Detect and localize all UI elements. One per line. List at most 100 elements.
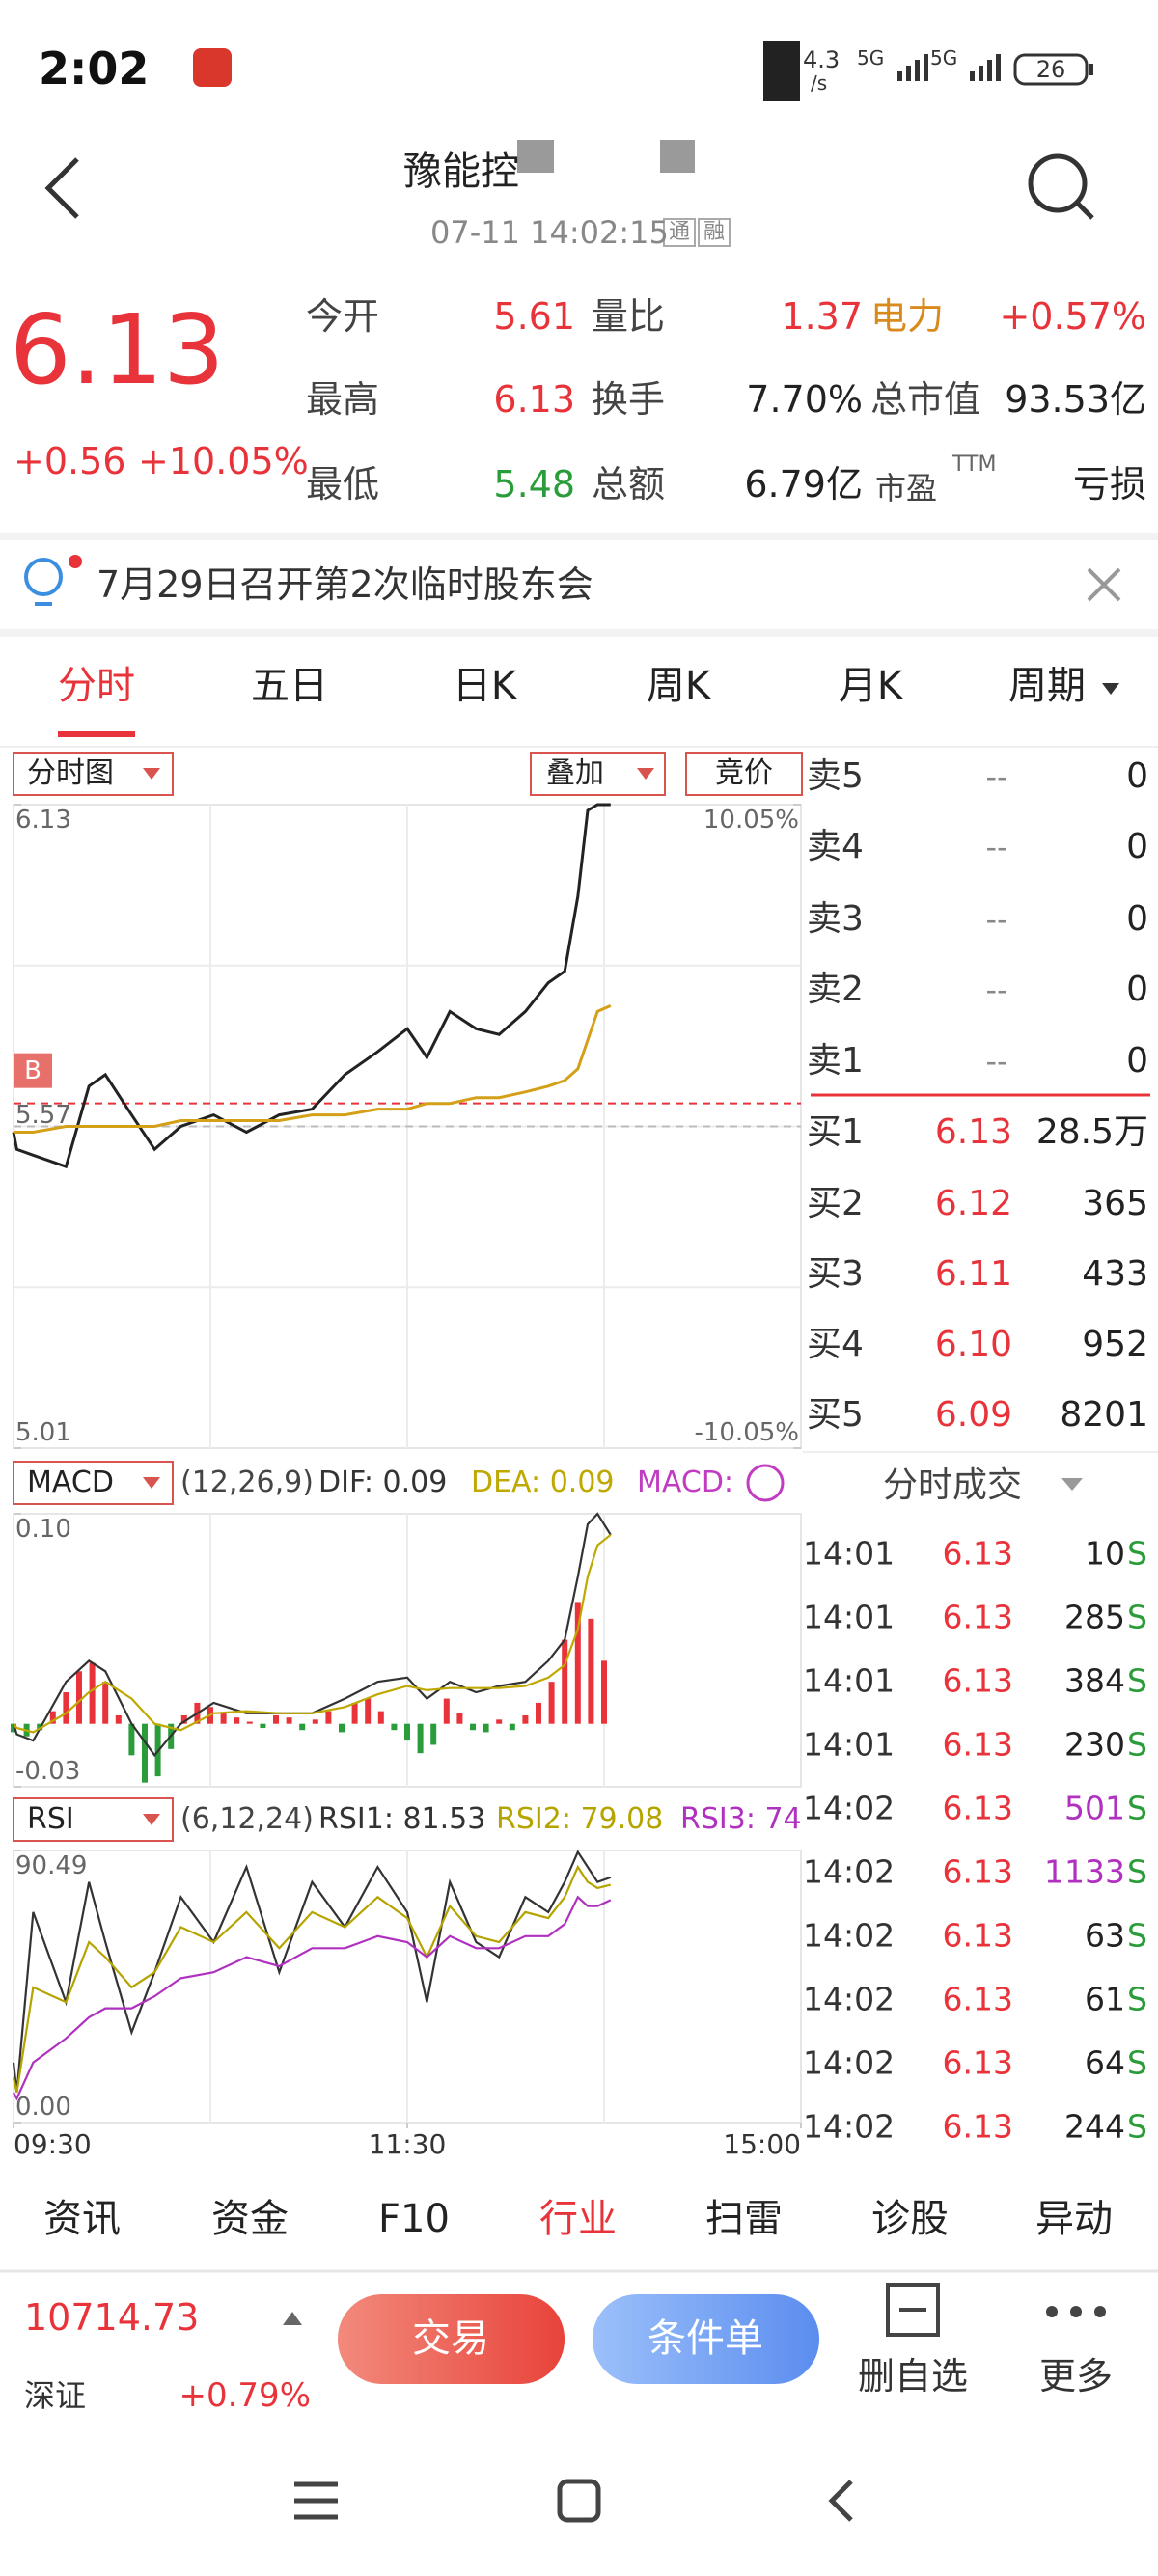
buy-price: 6.09 [934, 1395, 1012, 1435]
trade-volume: 244 [1064, 2107, 1125, 2146]
bottom-tab[interactable]: 诊股 [871, 2197, 949, 2241]
sell-price: -- [985, 901, 1008, 938]
indicator-name[interactable]: RSI [27, 1802, 74, 1836]
nav-back[interactable] [828, 2480, 853, 2522]
tab[interactable]: 日K [452, 664, 517, 708]
bottom-tab[interactable]: 异动 [1035, 2197, 1113, 2241]
macd-bar [365, 1698, 372, 1724]
auction-button[interactable]: 竞价 [715, 756, 773, 790]
macd-bar [63, 1692, 69, 1724]
back-button[interactable] [44, 157, 79, 219]
nav-home[interactable] [557, 2479, 601, 2523]
stat-label: 电力 [870, 295, 945, 338]
macd-bar [522, 1714, 529, 1724]
trade-marker: B [24, 1055, 41, 1085]
macd-bar [509, 1723, 515, 1731]
signal-label: 5G [930, 46, 958, 69]
tab[interactable]: 周期 [1008, 664, 1086, 708]
remove-watch[interactable]: 删自选 [857, 2355, 969, 2398]
index-value: 10714.73 [24, 2296, 200, 2339]
macd-settings[interactable] [746, 1464, 785, 1502]
macd-bar [286, 1717, 292, 1724]
sell-label: 卖1 [807, 1041, 864, 1081]
series-line [12, 803, 611, 1169]
macd-bar [548, 1682, 555, 1724]
index-name: 深证 [24, 2377, 87, 2414]
macd-bar [142, 1723, 148, 1783]
tab[interactable]: 五日 [251, 664, 328, 708]
buy-price: 6.12 [934, 1184, 1012, 1223]
macd-bar [102, 1682, 109, 1724]
trade-button[interactable]: 交易 [412, 2316, 489, 2361]
bottom-tab[interactable]: 资讯 [43, 2197, 121, 2241]
trade-price: 6.13 [942, 1534, 1013, 1573]
trade-side: S [1127, 1852, 1147, 1891]
badge-box [698, 218, 731, 247]
chart-mode[interactable]: 分时图 [27, 756, 114, 790]
more-icon[interactable] [1046, 2306, 1106, 2317]
overlay-button[interactable]: 叠加 [546, 756, 604, 790]
bottom-tab[interactable]: F10 [378, 2197, 450, 2241]
search-button[interactable] [1028, 153, 1094, 220]
macd-bar [377, 1711, 384, 1724]
redaction [660, 140, 695, 173]
sell-price: -- [985, 758, 1008, 795]
series-line [14, 1004, 612, 1134]
macd-bar [430, 1723, 437, 1745]
legend-item: DIF: 0.09 [318, 1466, 448, 1499]
macd-bar [536, 1702, 541, 1724]
trade-time: 14:02 [803, 2043, 896, 2082]
stat-value: +0.57% [999, 295, 1146, 338]
nav-menu[interactable] [294, 2481, 338, 2520]
sell-price: -- [985, 829, 1008, 865]
stat-value: 6.13 [493, 378, 575, 421]
tab[interactable]: 分时 [58, 664, 135, 708]
stat-label: 今开 [306, 295, 380, 338]
trade-side: S [1127, 1916, 1147, 1955]
trade-price: 6.13 [942, 1789, 1013, 1827]
condition-button[interactable]: 条件单 [648, 2316, 763, 2361]
bottom-tab[interactable]: 资金 [211, 2197, 289, 2241]
macd-bar [496, 1719, 503, 1724]
trades-title[interactable]: 分时成交 [882, 1466, 1023, 1505]
close-notice[interactable] [1087, 567, 1121, 602]
stat-value: 1.37 [781, 295, 863, 338]
trade-price: 6.13 [942, 1598, 1013, 1636]
trade-button-bg[interactable] [338, 2294, 565, 2384]
last-price: 6.13 [10, 293, 225, 406]
stat-sup: TTM [952, 452, 997, 477]
timestamp: 07-11 14:02:15 [430, 214, 669, 251]
trade-side: S [1127, 1980, 1147, 2018]
macd-bar [128, 1723, 135, 1756]
macd-bar [49, 1711, 56, 1724]
app-icon [193, 48, 232, 87]
notice-text[interactable]: 7月29日召开第2次临时股东会 [96, 563, 593, 606]
bottom-tab[interactable]: 行业 [539, 2197, 617, 2241]
macd-bar [470, 1723, 476, 1731]
macd-bar [391, 1723, 398, 1731]
buy-label: 买2 [807, 1184, 864, 1223]
buy-volume: 365 [1082, 1184, 1148, 1223]
trade-price: 6.13 [942, 1725, 1013, 1764]
tab[interactable]: 周K [646, 664, 711, 708]
remove-watch-icon[interactable] [886, 2283, 940, 2337]
stat-label: 总额 [592, 463, 666, 506]
bottom-tab[interactable]: 扫雷 [705, 2197, 783, 2241]
condition-button-bg[interactable] [593, 2294, 819, 2384]
trade-side: S [1127, 1661, 1147, 1700]
y2-tick-label: 10.05% [703, 806, 799, 835]
more[interactable]: 更多 [1038, 2355, 1114, 2398]
tab[interactable]: 月K [838, 664, 903, 708]
buy-price: 6.13 [934, 1112, 1012, 1152]
sell-volume: 0 [1126, 970, 1148, 1009]
indicator-name[interactable]: MACD [27, 1466, 114, 1499]
reference-label: 5.57 [15, 1100, 71, 1130]
series-line [13, 1533, 612, 1734]
macd-bar [417, 1723, 424, 1754]
dropdown-arrow [1102, 683, 1119, 695]
tab-underline [58, 731, 135, 737]
sell-volume: 0 [1126, 756, 1148, 796]
y2-tick-label: -10.05% [694, 1418, 799, 1447]
price-change: +0.56 [14, 440, 126, 482]
